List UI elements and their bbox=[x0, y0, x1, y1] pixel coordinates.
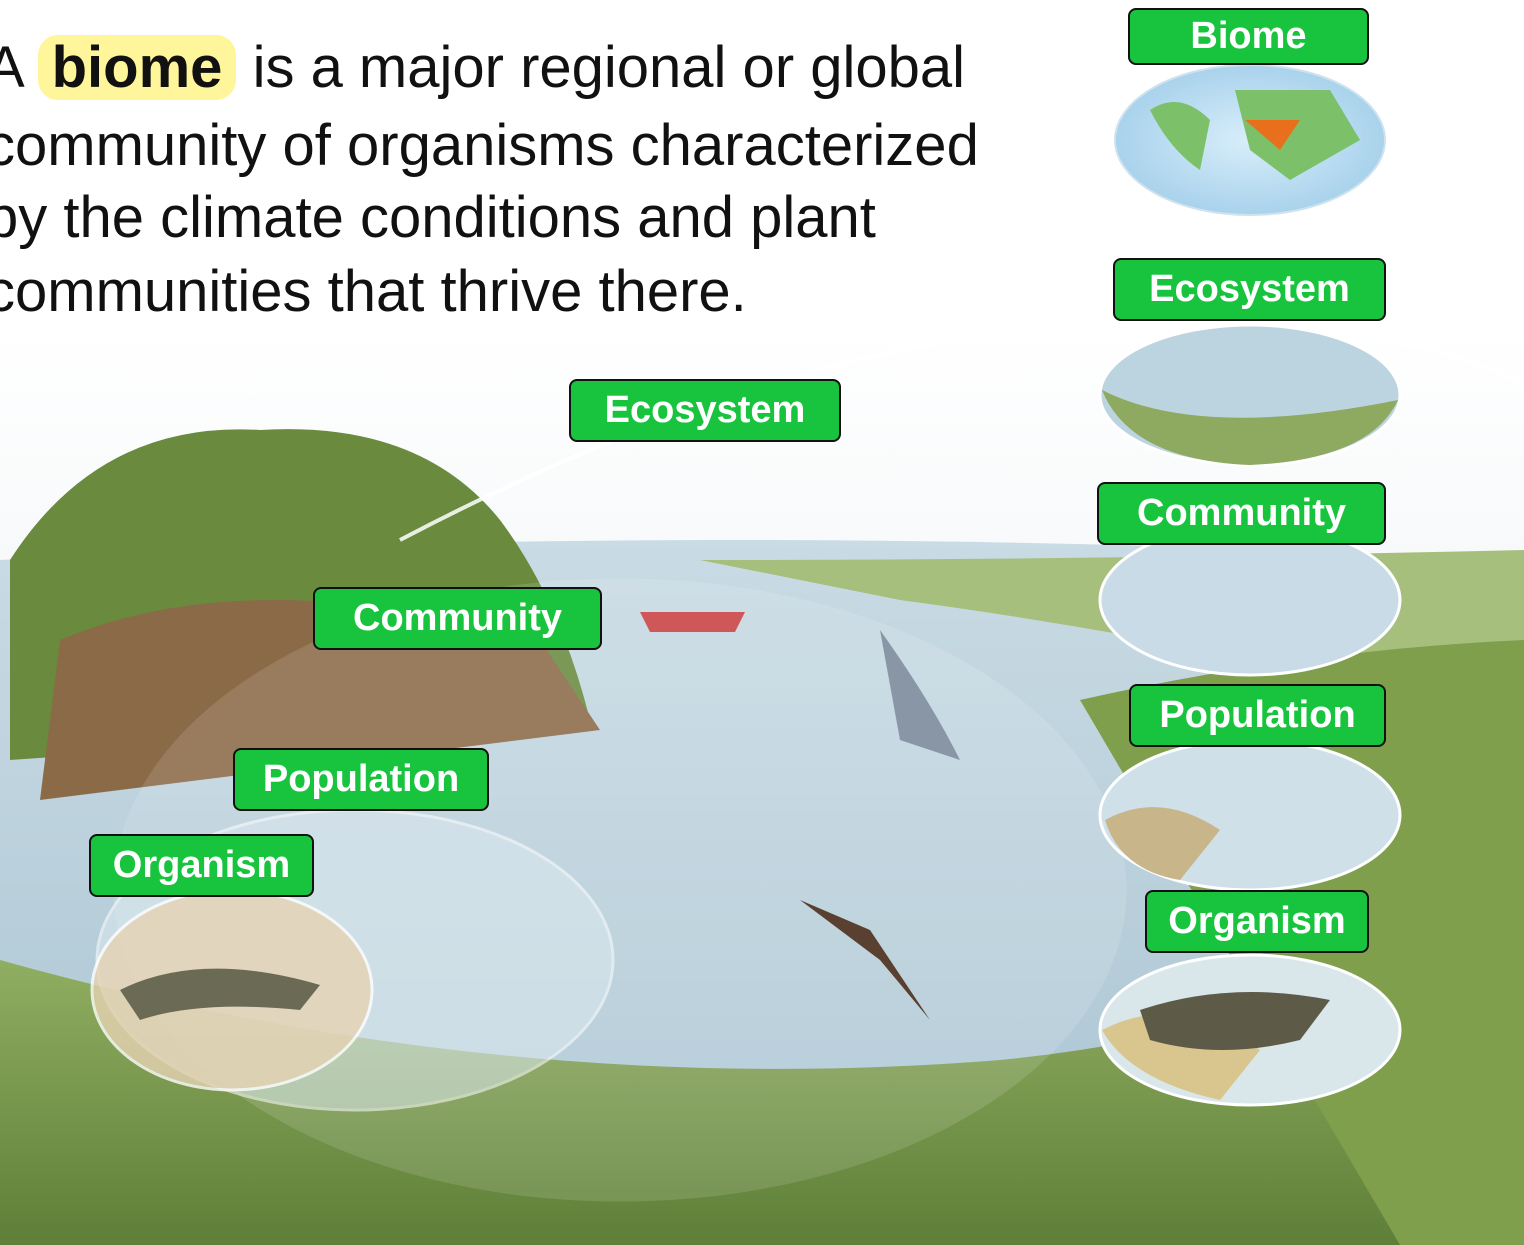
side-label: Biome bbox=[1128, 8, 1369, 65]
definition-start: A bbox=[0, 35, 22, 100]
definition-line: A biome is a major regional or global bbox=[0, 32, 965, 104]
definition-text: is a major regional or global bbox=[253, 35, 965, 100]
definition-term: biome bbox=[38, 35, 237, 100]
side-label: Ecosystem bbox=[1113, 258, 1386, 321]
side-label: Organism bbox=[1145, 890, 1369, 953]
definition-line: communities that thrive there. bbox=[0, 256, 747, 328]
scene-label: Community bbox=[313, 587, 602, 650]
scene-label: Population bbox=[233, 748, 489, 811]
side-label: Community bbox=[1097, 482, 1386, 545]
side-label: Population bbox=[1129, 684, 1386, 747]
scene-label: Ecosystem bbox=[569, 379, 841, 442]
definition-line: by the climate conditions and plant bbox=[0, 182, 876, 254]
scene-label: Organism bbox=[89, 834, 314, 897]
slide: A biome is a major regional or global co… bbox=[0, 0, 1524, 1245]
definition-line: community of organisms characterized bbox=[0, 110, 979, 182]
